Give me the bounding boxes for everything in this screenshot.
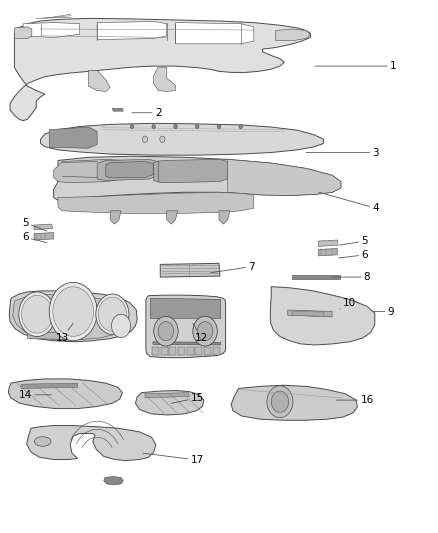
Polygon shape (8, 379, 122, 409)
Text: 15: 15 (171, 393, 204, 403)
Polygon shape (53, 159, 132, 183)
Text: 16: 16 (336, 395, 374, 405)
Polygon shape (187, 347, 194, 354)
Polygon shape (23, 22, 80, 37)
Polygon shape (150, 298, 221, 318)
Text: 9: 9 (374, 306, 394, 317)
Polygon shape (97, 21, 167, 39)
Polygon shape (160, 263, 220, 277)
Polygon shape (231, 385, 357, 420)
Circle shape (53, 287, 94, 336)
Text: 4: 4 (319, 192, 379, 213)
Text: 10: 10 (340, 297, 356, 309)
Polygon shape (34, 232, 53, 240)
Polygon shape (10, 18, 311, 120)
Circle shape (267, 386, 293, 418)
Polygon shape (104, 477, 123, 485)
Circle shape (160, 136, 165, 142)
Circle shape (217, 124, 221, 128)
Circle shape (112, 314, 131, 337)
Text: 3: 3 (306, 148, 379, 158)
Polygon shape (318, 248, 337, 256)
Polygon shape (152, 347, 159, 354)
Text: 6: 6 (339, 250, 368, 260)
Polygon shape (288, 310, 332, 317)
Polygon shape (110, 211, 121, 224)
Polygon shape (14, 27, 32, 38)
Text: 12: 12 (193, 323, 208, 343)
Polygon shape (276, 29, 311, 41)
Polygon shape (28, 332, 82, 340)
Polygon shape (195, 347, 202, 354)
Polygon shape (219, 211, 230, 224)
Polygon shape (13, 295, 127, 340)
Circle shape (21, 295, 53, 333)
Polygon shape (154, 67, 176, 92)
Polygon shape (228, 159, 341, 196)
Polygon shape (53, 156, 341, 200)
Polygon shape (170, 347, 177, 354)
Polygon shape (49, 127, 97, 148)
Circle shape (19, 292, 55, 336)
Polygon shape (9, 291, 137, 342)
Circle shape (174, 124, 177, 128)
Text: 13: 13 (56, 323, 73, 343)
Polygon shape (58, 192, 254, 214)
Polygon shape (292, 275, 340, 279)
Polygon shape (27, 425, 156, 461)
Circle shape (96, 294, 129, 334)
Polygon shape (135, 391, 204, 415)
Circle shape (195, 124, 199, 128)
Polygon shape (154, 159, 228, 183)
Circle shape (130, 124, 134, 128)
Circle shape (197, 321, 213, 341)
Circle shape (49, 282, 97, 341)
Polygon shape (113, 109, 123, 111)
Text: 2: 2 (132, 108, 161, 118)
Text: 5: 5 (339, 236, 368, 246)
Text: 1: 1 (315, 61, 396, 71)
Circle shape (193, 317, 217, 346)
Polygon shape (145, 393, 189, 398)
Polygon shape (21, 383, 78, 389)
Circle shape (158, 321, 174, 341)
Polygon shape (41, 123, 323, 155)
Polygon shape (167, 211, 178, 224)
Polygon shape (292, 311, 324, 317)
Polygon shape (106, 161, 154, 178)
Ellipse shape (35, 437, 51, 446)
Polygon shape (204, 347, 211, 354)
Circle shape (98, 297, 127, 332)
Text: 14: 14 (19, 390, 51, 400)
Polygon shape (213, 347, 220, 354)
Polygon shape (88, 70, 110, 92)
Polygon shape (176, 22, 254, 44)
Circle shape (142, 136, 148, 142)
Polygon shape (161, 347, 168, 354)
Text: 7: 7 (210, 262, 255, 273)
Polygon shape (318, 240, 337, 246)
Polygon shape (178, 347, 185, 354)
Circle shape (271, 391, 289, 413)
Polygon shape (34, 224, 53, 230)
Circle shape (152, 124, 155, 128)
Polygon shape (153, 342, 221, 345)
Text: 17: 17 (143, 453, 204, 465)
Text: 5: 5 (22, 218, 47, 231)
Text: 6: 6 (22, 232, 47, 243)
Circle shape (154, 317, 178, 346)
Polygon shape (97, 159, 158, 181)
Text: 8: 8 (332, 272, 370, 282)
Polygon shape (146, 295, 226, 358)
Polygon shape (270, 287, 375, 345)
Circle shape (239, 124, 243, 128)
